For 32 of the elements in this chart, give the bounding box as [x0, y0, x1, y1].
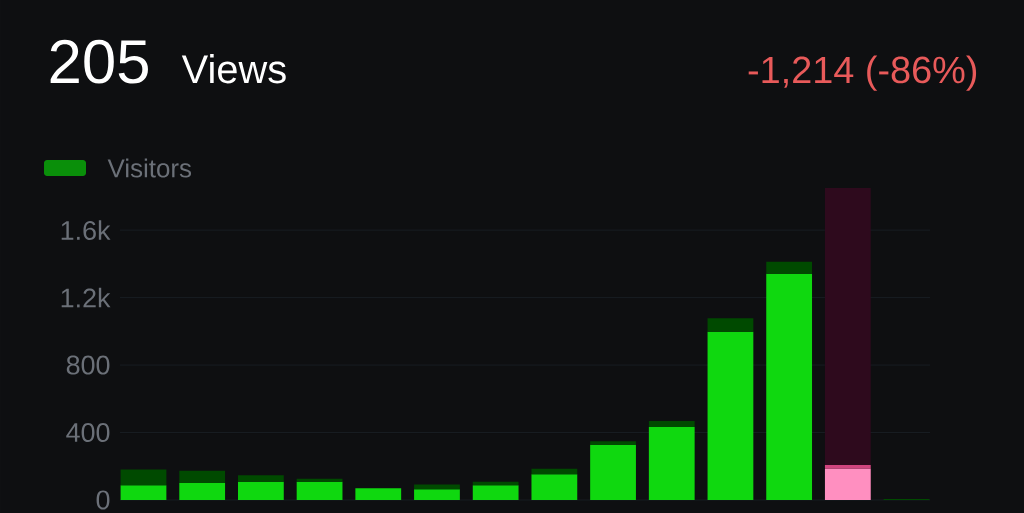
- bar: [824, 468, 871, 500]
- bar: [590, 444, 636, 500]
- text: Visitors: [107, 158, 192, 178]
- bar: [355, 488, 402, 500]
- bar: [648, 421, 695, 427]
- bar: [296, 481, 343, 500]
- bar: [766, 273, 813, 500]
- y-tick-label: 1.6k: [61, 220, 111, 241]
- y-tick-label: 800: [66, 355, 110, 375]
- chart-title: 205: [50, 39, 148, 84]
- bar: [120, 485, 167, 500]
- bar: [237, 481, 284, 500]
- bar: [120, 469, 167, 486]
- bar: [531, 474, 578, 500]
- y-tick-label: 1.2k: [61, 287, 111, 308]
- chart-subtitle: Views: [181, 54, 286, 84]
- bar: [766, 261, 813, 274]
- bar: [414, 489, 460, 500]
- bar: [707, 318, 754, 332]
- text: -1,214 (-86%): [748, 55, 977, 91]
- y-tick-label: 400: [66, 423, 110, 443]
- bar: [179, 470, 226, 484]
- bar: [237, 475, 284, 482]
- bar: [472, 485, 519, 500]
- bar: [296, 478, 343, 482]
- y-tick-label: 0: [96, 490, 110, 510]
- bar: [648, 426, 695, 500]
- bar: [590, 441, 636, 445]
- bar: [707, 331, 754, 500]
- bar: [179, 483, 226, 500]
- bar: [414, 484, 460, 490]
- bar: [531, 468, 578, 475]
